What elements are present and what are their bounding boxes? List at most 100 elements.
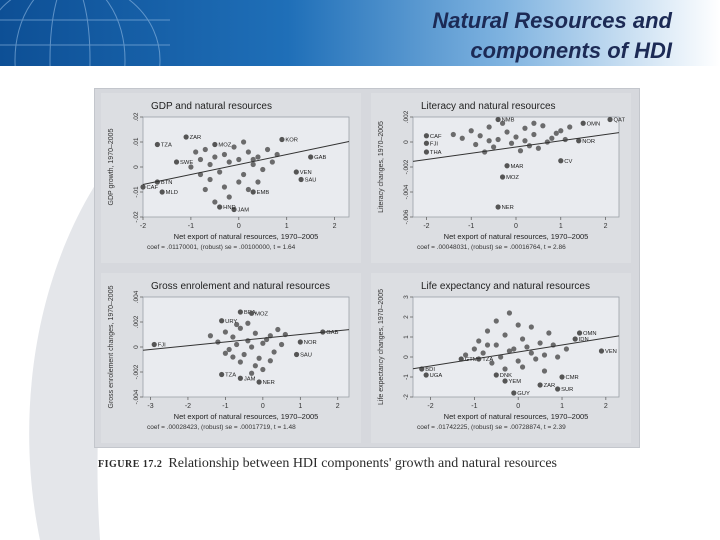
data-point [423, 372, 429, 378]
data-point [513, 134, 519, 140]
panel-life-expectancy: Life expectancy and natural resources -2 -… [371, 273, 631, 443]
data-point [226, 194, 232, 200]
data-point [264, 146, 271, 153]
data-point [484, 342, 491, 348]
data-point [517, 148, 524, 154]
data-point [576, 330, 583, 336]
literacy-scatter-chart: Literacy and natural resources -.006 -.004… [371, 93, 631, 263]
data-point [197, 156, 204, 163]
data-point [506, 348, 513, 354]
data-point [221, 151, 228, 158]
data-point [502, 332, 508, 338]
point-label: TZA [161, 143, 172, 149]
data-point [607, 116, 613, 123]
data-point [499, 120, 506, 126]
data-point [226, 159, 232, 165]
data-point [293, 169, 299, 175]
data-point [495, 204, 501, 210]
caption-text: Relationship between HDI components' gro… [168, 456, 557, 471]
data-point [193, 149, 199, 155]
point-label: TZA [225, 373, 236, 379]
regression-note: coef = .01742225, (robust) se = .0072887… [417, 424, 566, 431]
data-point [515, 358, 521, 364]
y-tick-label: .01 [133, 137, 140, 146]
point-label: KOR [285, 138, 298, 144]
data-point [450, 131, 456, 138]
data-point [489, 360, 495, 366]
data-point [515, 322, 521, 328]
data-point [221, 184, 228, 190]
data-point [207, 161, 213, 168]
panel-literacy: Literacy and natural resources -.006 -.004… [371, 93, 631, 263]
point-label: OMN [583, 331, 597, 337]
figure-image: GDP and natural resources -.02 -.01 0 .01 .02… [94, 88, 640, 448]
data-point [212, 199, 218, 205]
panel-gdp: GDP and natural resources -.02 -.01 0 .01 .02… [101, 93, 361, 263]
data-point [298, 176, 304, 183]
data-point [549, 135, 555, 141]
x-tick-label: 2 [333, 223, 337, 230]
data-point [486, 124, 492, 130]
globe-decoration [0, 0, 170, 66]
y-tick-label: -.004 [133, 389, 140, 404]
data-point [462, 352, 469, 358]
y-tick-label: -.006 [403, 209, 410, 224]
data-point [558, 158, 564, 164]
data-point [250, 189, 256, 195]
data-point [559, 374, 565, 380]
data-point [511, 346, 517, 352]
point-label: UGA [430, 373, 443, 379]
point-label: NER [263, 380, 275, 386]
data-point [502, 366, 508, 372]
point-label: MLD [166, 190, 178, 196]
y-tick-label: -2 [403, 394, 410, 400]
data-point [480, 350, 486, 356]
x-tick-label: 0 [237, 223, 241, 230]
data-point [522, 138, 528, 144]
point-label: EMB [257, 190, 270, 196]
point-label: ZAR [544, 383, 556, 389]
x-tick-label: -1 [222, 403, 228, 410]
x-tick-label: -2 [427, 403, 433, 410]
fit-line [142, 329, 350, 351]
data-point [231, 144, 237, 150]
data-point [541, 352, 548, 358]
y-axis-label: GDP growth, 1970–2005 [108, 128, 115, 205]
data-point [260, 166, 266, 173]
data-point [159, 189, 165, 195]
fit-line [142, 141, 350, 185]
data-point [423, 133, 430, 139]
data-point [459, 135, 465, 141]
x-tick-label: 2 [336, 403, 340, 410]
data-point [237, 309, 243, 315]
x-tick-label: -1 [468, 223, 474, 230]
x-tick-label: 1 [560, 403, 564, 410]
data-point [252, 330, 258, 336]
x-tick-label: 2 [604, 403, 608, 410]
data-point [219, 371, 225, 378]
y-axis-label: Life expectancy changes, 1970–2005 [378, 289, 385, 405]
data-point [249, 344, 255, 350]
regression-note: coef = .00028423, (robust) se = .0001771… [147, 424, 296, 431]
x-tick-label: 1 [285, 223, 289, 230]
x-tick-label: 2 [604, 223, 608, 230]
point-label: FJI [430, 141, 438, 147]
data-point [504, 163, 510, 169]
slide-title: Natural Resources and components of HDI [432, 6, 672, 66]
x-axis-label: Net export of natural resources, 1970–20… [174, 412, 319, 421]
fit-line [412, 132, 620, 162]
chart-title: Life expectancy and natural resources [421, 281, 590, 292]
data-point [255, 179, 261, 185]
data-point [541, 368, 548, 374]
data-point [506, 310, 513, 316]
data-point [308, 154, 314, 160]
data-point [202, 146, 208, 153]
y-tick-label: .004 [133, 290, 140, 303]
data-point [493, 372, 499, 378]
data-point [540, 123, 546, 129]
data-point [219, 318, 225, 324]
y-tick-label: 0 [403, 355, 410, 359]
y-axis-label: Gross enrolement changes, 1970–2005 [108, 285, 115, 408]
data-point [493, 318, 499, 324]
x-tick-label: -1 [471, 403, 477, 410]
